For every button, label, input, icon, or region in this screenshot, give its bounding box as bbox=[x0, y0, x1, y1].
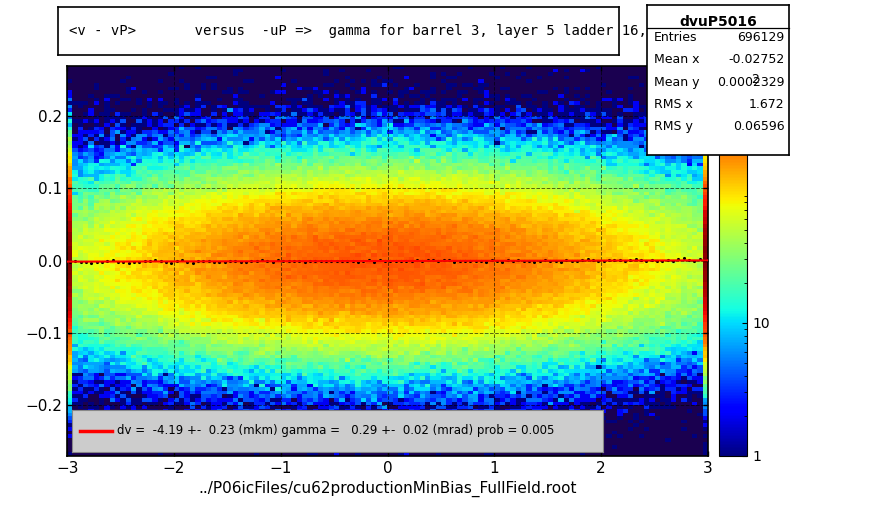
Text: Entries: Entries bbox=[654, 31, 698, 44]
Text: 1.672: 1.672 bbox=[749, 98, 784, 111]
Text: <v - vP>       versus  -uP =>  gamma for barrel 3, layer 5 ladder 16, all wafers: <v - vP> versus -uP => gamma for barrel … bbox=[70, 24, 739, 38]
Text: Mean y: Mean y bbox=[654, 75, 700, 89]
Text: 0.06596: 0.06596 bbox=[733, 121, 784, 134]
Text: dv =  -4.19 +-  0.23 (mkm) gamma =   0.29 +-  0.02 (mrad) prob = 0.005: dv = -4.19 +- 0.23 (mkm) gamma = 0.29 +-… bbox=[116, 424, 555, 437]
Text: dvuP5016: dvuP5016 bbox=[679, 15, 756, 29]
Text: 2: 2 bbox=[751, 73, 759, 86]
Text: RMS y: RMS y bbox=[654, 121, 693, 134]
Text: 696129: 696129 bbox=[737, 31, 784, 44]
Text: 0.0002329: 0.0002329 bbox=[717, 75, 784, 89]
X-axis label: ../P06icFiles/cu62productionMinBias_FullField.root: ../P06icFiles/cu62productionMinBias_Full… bbox=[198, 482, 577, 497]
Text: RMS x: RMS x bbox=[654, 98, 693, 111]
Text: -0.02752: -0.02752 bbox=[728, 53, 784, 66]
Text: Mean x: Mean x bbox=[654, 53, 700, 66]
